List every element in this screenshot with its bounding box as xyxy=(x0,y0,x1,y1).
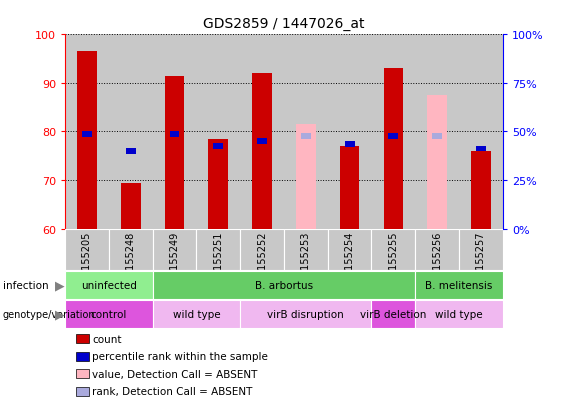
Bar xyxy=(372,35,415,229)
Bar xyxy=(77,52,97,229)
Text: GSM155249: GSM155249 xyxy=(170,231,180,290)
Text: wild type: wild type xyxy=(172,309,220,319)
Bar xyxy=(240,229,284,271)
Bar xyxy=(389,134,398,140)
Bar xyxy=(214,144,223,150)
Bar xyxy=(284,35,328,229)
Title: GDS2859 / 1447026_at: GDS2859 / 1447026_at xyxy=(203,17,364,31)
Bar xyxy=(252,74,272,229)
Text: count: count xyxy=(92,334,121,344)
Bar xyxy=(153,271,415,299)
Text: control: control xyxy=(90,309,127,319)
Bar xyxy=(197,229,240,271)
Bar xyxy=(415,271,503,299)
Bar xyxy=(384,69,403,229)
Bar xyxy=(126,149,136,154)
Bar xyxy=(340,147,359,229)
Bar xyxy=(432,134,442,140)
Text: genotype/variation: genotype/variation xyxy=(3,309,95,319)
Text: ▶: ▶ xyxy=(54,278,64,292)
Text: ▶: ▶ xyxy=(54,307,64,320)
Bar xyxy=(153,229,197,271)
Bar xyxy=(415,229,459,271)
Text: GSM155251: GSM155251 xyxy=(213,231,223,290)
Bar xyxy=(65,300,153,328)
Bar xyxy=(170,132,179,138)
Text: uninfected: uninfected xyxy=(81,280,137,290)
Text: GSM155252: GSM155252 xyxy=(257,231,267,291)
Bar xyxy=(284,229,328,271)
Bar xyxy=(415,300,503,328)
Bar xyxy=(471,152,491,229)
Bar xyxy=(153,35,197,229)
Text: B. arbortus: B. arbortus xyxy=(255,280,313,290)
Text: GSM155255: GSM155255 xyxy=(388,231,398,291)
Text: virB deletion: virB deletion xyxy=(360,309,427,319)
Text: virB disruption: virB disruption xyxy=(267,309,344,319)
Bar xyxy=(108,35,153,229)
Bar xyxy=(415,35,459,229)
Bar xyxy=(345,141,354,147)
Text: GSM155248: GSM155248 xyxy=(125,231,136,290)
Bar xyxy=(301,134,311,140)
Text: rank, Detection Call = ABSENT: rank, Detection Call = ABSENT xyxy=(92,386,253,396)
Bar xyxy=(240,300,372,328)
Bar xyxy=(257,139,267,145)
Bar xyxy=(197,35,240,229)
Bar xyxy=(459,229,503,271)
Text: value, Detection Call = ABSENT: value, Detection Call = ABSENT xyxy=(92,369,258,379)
Bar xyxy=(82,132,92,138)
Text: infection: infection xyxy=(3,280,49,290)
Bar xyxy=(328,229,372,271)
Bar xyxy=(372,300,415,328)
Bar xyxy=(65,35,109,229)
Bar xyxy=(328,35,372,229)
Text: GSM155253: GSM155253 xyxy=(301,231,311,290)
Bar xyxy=(153,300,240,328)
Bar xyxy=(372,229,415,271)
Text: GSM155205: GSM155205 xyxy=(82,231,92,290)
Text: B. melitensis: B. melitensis xyxy=(425,280,493,290)
Bar xyxy=(459,35,503,229)
Bar xyxy=(65,229,109,271)
Bar xyxy=(164,76,184,229)
Text: GSM155254: GSM155254 xyxy=(345,231,355,290)
Bar xyxy=(240,35,284,229)
Text: GSM155257: GSM155257 xyxy=(476,231,486,291)
Bar xyxy=(296,125,316,229)
Text: percentile rank within the sample: percentile rank within the sample xyxy=(92,351,268,361)
Text: GSM155256: GSM155256 xyxy=(432,231,442,290)
Bar xyxy=(476,146,486,152)
Bar xyxy=(65,271,153,299)
Text: wild type: wild type xyxy=(435,309,483,319)
Bar xyxy=(427,96,447,229)
Bar xyxy=(121,183,141,229)
Bar xyxy=(208,140,228,229)
Bar xyxy=(108,229,153,271)
